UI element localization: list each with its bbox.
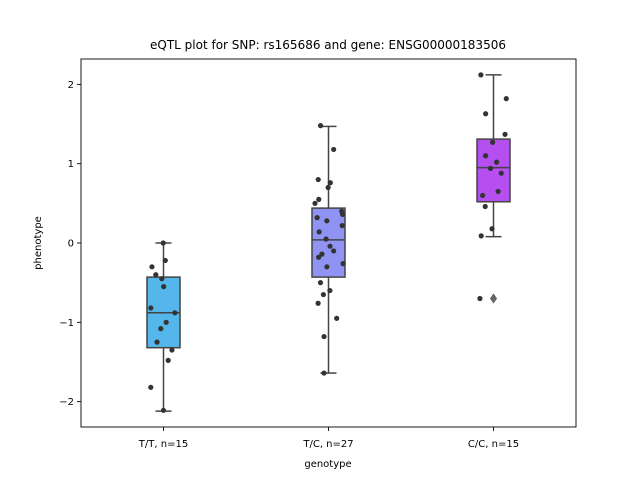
data-point xyxy=(327,287,333,294)
data-point xyxy=(331,146,337,153)
data-point xyxy=(493,159,500,165)
data-point xyxy=(339,222,345,229)
data-point xyxy=(161,284,167,290)
data-point xyxy=(339,211,346,218)
chart-title: eQTL plot for SNP: rs165686 and gene: EN… xyxy=(150,38,506,52)
data-point xyxy=(502,131,508,137)
data-point xyxy=(325,184,331,191)
data-point xyxy=(158,326,164,332)
x-tick-label: T/T, n=15 xyxy=(138,439,188,450)
data-point xyxy=(479,192,486,199)
data-point xyxy=(165,357,171,363)
data-point xyxy=(321,333,327,340)
data-point xyxy=(321,370,327,376)
data-point xyxy=(319,251,325,257)
data-point xyxy=(162,257,168,264)
data-point xyxy=(482,203,488,210)
data-point xyxy=(487,165,494,172)
y-tick-label: −1 xyxy=(59,318,74,329)
data-point xyxy=(153,272,159,278)
data-point xyxy=(316,229,322,235)
data-point xyxy=(477,295,483,302)
data-point xyxy=(483,111,489,117)
data-point xyxy=(503,96,509,102)
data-point xyxy=(331,248,337,254)
data-point xyxy=(320,291,327,298)
data-point xyxy=(316,254,322,260)
data-point xyxy=(478,72,484,78)
y-tick-label: 2 xyxy=(68,80,74,91)
data-point xyxy=(478,233,484,239)
data-point xyxy=(160,407,167,413)
data-point xyxy=(314,215,320,221)
data-point xyxy=(172,310,178,316)
y-tick-label: 0 xyxy=(68,239,74,250)
data-point xyxy=(482,153,489,159)
y-axis-label: phenotype xyxy=(33,216,44,270)
plot-area: −2 −1 0 1 2 T/T, n=15 T/C, n=27 C/C, n=15 xyxy=(59,58,577,450)
data-point xyxy=(148,305,154,311)
x-tick-label: C/C, n=15 xyxy=(468,439,519,450)
data-point xyxy=(163,319,169,325)
x-tick-label: T/C, n=27 xyxy=(302,439,353,450)
box-group xyxy=(146,242,181,412)
data-point xyxy=(327,180,333,186)
data-point xyxy=(489,226,495,232)
box-group xyxy=(476,74,511,304)
outlier-marker xyxy=(489,293,498,304)
data-point xyxy=(495,188,501,195)
iqr-box xyxy=(476,138,511,203)
data-point xyxy=(317,123,324,129)
data-point xyxy=(324,218,330,224)
data-point xyxy=(340,261,346,267)
data-point xyxy=(315,176,321,183)
y-tick-label: −2 xyxy=(59,397,74,408)
box-group xyxy=(311,125,346,374)
data-point xyxy=(316,196,322,202)
data-point xyxy=(324,264,330,270)
data-point xyxy=(160,240,166,246)
data-point xyxy=(334,315,340,321)
data-point xyxy=(149,264,155,270)
data-point xyxy=(154,339,160,345)
data-point xyxy=(498,170,504,176)
data-point xyxy=(148,384,154,390)
data-point xyxy=(317,280,324,286)
data-point xyxy=(327,243,333,249)
data-point xyxy=(159,276,165,282)
data-point xyxy=(315,300,321,306)
data-point xyxy=(312,200,318,206)
data-point xyxy=(490,139,496,145)
y-tick-label: 1 xyxy=(68,159,74,170)
data-point xyxy=(169,347,175,353)
data-point xyxy=(323,236,329,242)
x-axis-label: genotype xyxy=(304,459,351,470)
